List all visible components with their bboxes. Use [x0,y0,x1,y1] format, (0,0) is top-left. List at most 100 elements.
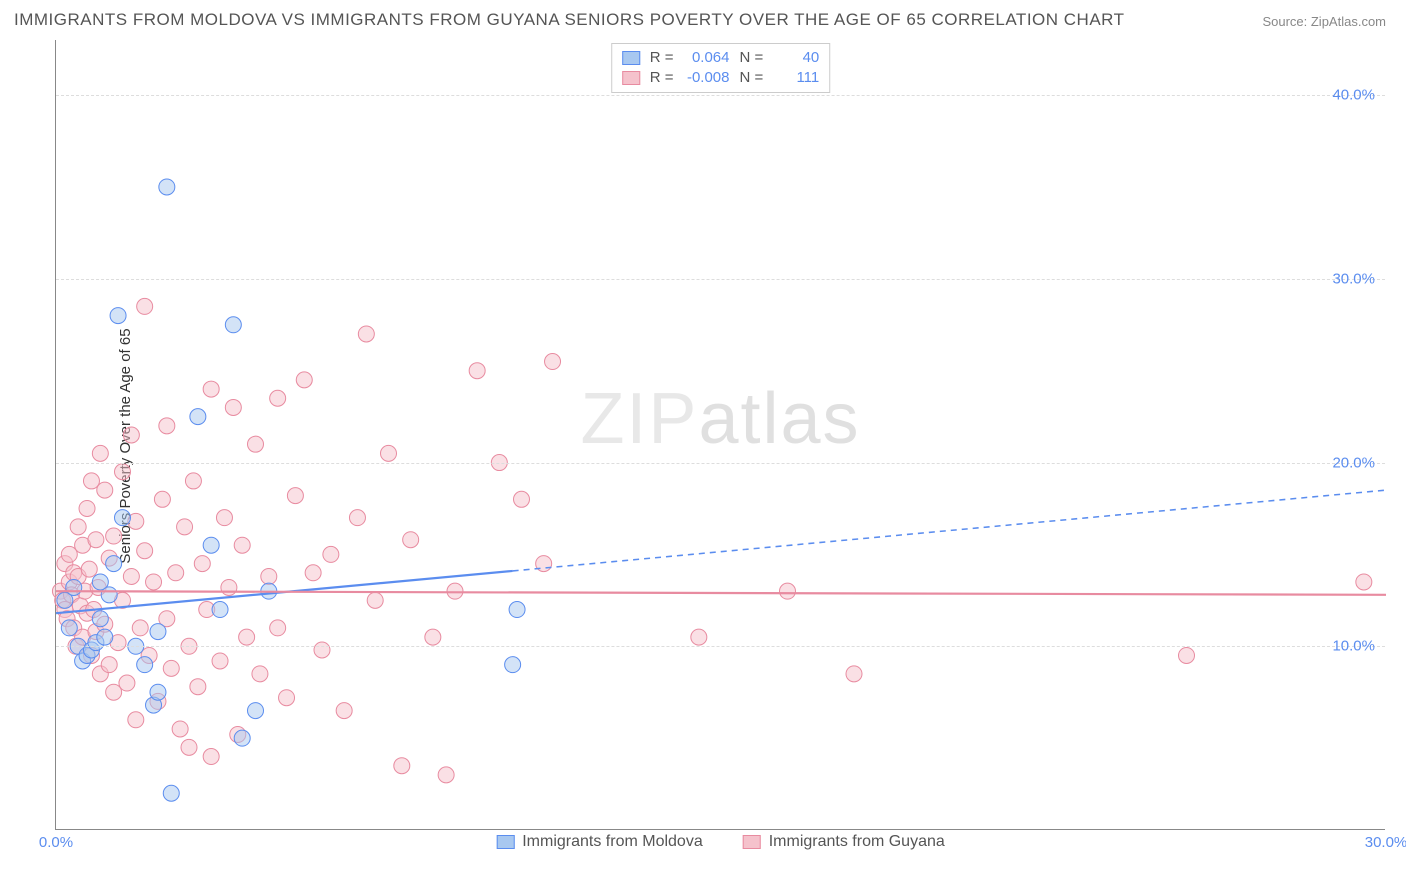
trend-line-dashed [513,490,1386,571]
scatter-point [248,703,264,719]
scatter-point [79,500,95,516]
scatter-point [101,587,117,603]
y-tick-label: 40.0% [1332,87,1375,104]
scatter-point [270,390,286,406]
scatter-point [137,543,153,559]
scatter-point [115,464,131,480]
scatter-point [190,409,206,425]
scatter-point [234,537,250,553]
scatter-point [314,642,330,658]
gridline-h [56,646,1385,647]
legend-label-guyana: Immigrants from Guyana [769,833,945,851]
scatter-point [425,629,441,645]
x-tick-label: 30.0% [1365,834,1406,851]
scatter-point [261,568,277,584]
legend-swatch-moldova [496,835,514,849]
scatter-point [336,703,352,719]
scatter-point [159,179,175,195]
legend-item-guyana: Immigrants from Guyana [743,833,945,851]
scatter-point [154,491,170,507]
scatter-point [509,602,525,618]
scatter-point [221,579,237,595]
scatter-point [394,758,410,774]
gridline-h [56,279,1385,280]
scatter-point [181,739,197,755]
scatter-point [194,556,210,572]
scatter-point [146,574,162,590]
scatter-point [1356,574,1372,590]
scatter-point [514,491,530,507]
scatter-point [185,473,201,489]
x-tick-label: 0.0% [39,834,73,851]
scatter-point [190,679,206,695]
y-tick-label: 20.0% [1332,454,1375,471]
scatter-point [252,666,268,682]
scatter-point [225,317,241,333]
scatter-point [106,528,122,544]
scatter-point [97,629,113,645]
plot-area: ZIPatlas R = 0.064 N = 40 R = -0.008 N =… [55,40,1385,830]
scatter-point [358,326,374,342]
scatter-point [216,510,232,526]
scatter-point [97,482,113,498]
scatter-point [203,381,219,397]
scatter-point [305,565,321,581]
gridline-h [56,95,1385,96]
scatter-point [177,519,193,535]
scatter-point [115,510,131,526]
plot-svg [56,40,1385,829]
scatter-point [287,488,303,504]
scatter-point [123,427,139,443]
scatter-point [101,657,117,673]
scatter-point [505,657,521,673]
scatter-point [691,629,707,645]
scatter-point [150,684,166,700]
scatter-point [150,624,166,640]
scatter-point [349,510,365,526]
scatter-point [163,785,179,801]
y-tick-label: 30.0% [1332,270,1375,287]
scatter-point [239,629,255,645]
scatter-point [172,721,188,737]
scatter-point [225,399,241,415]
scatter-point [381,445,397,461]
scatter-point [132,620,148,636]
scatter-point [270,620,286,636]
scatter-point [203,749,219,765]
scatter-point [92,445,108,461]
scatter-point [296,372,312,388]
scatter-point [168,565,184,581]
legend-item-moldova: Immigrants from Moldova [496,833,703,851]
scatter-point [846,666,862,682]
scatter-point [159,418,175,434]
legend-label-moldova: Immigrants from Moldova [522,833,703,851]
scatter-point [438,767,454,783]
scatter-point [469,363,485,379]
y-tick-label: 10.0% [1332,638,1375,655]
scatter-point [128,712,144,728]
scatter-point [66,579,82,595]
scatter-point [248,436,264,452]
legend-swatch-guyana [743,835,761,849]
gridline-h [56,463,1385,464]
scatter-point [212,653,228,669]
scatter-point [106,556,122,572]
scatter-point [61,620,77,636]
scatter-point [92,611,108,627]
scatter-point [403,532,419,548]
scatter-point [367,592,383,608]
scatter-point [123,568,139,584]
source-attribution: Source: ZipAtlas.com [1262,14,1386,29]
scatter-point [88,532,104,548]
scatter-point [81,561,97,577]
scatter-point [163,660,179,676]
scatter-point [119,675,135,691]
scatter-point [780,583,796,599]
scatter-point [279,690,295,706]
scatter-point [137,298,153,314]
scatter-point [323,546,339,562]
scatter-point [203,537,219,553]
scatter-point [545,354,561,370]
scatter-point [234,730,250,746]
scatter-point [110,308,126,324]
